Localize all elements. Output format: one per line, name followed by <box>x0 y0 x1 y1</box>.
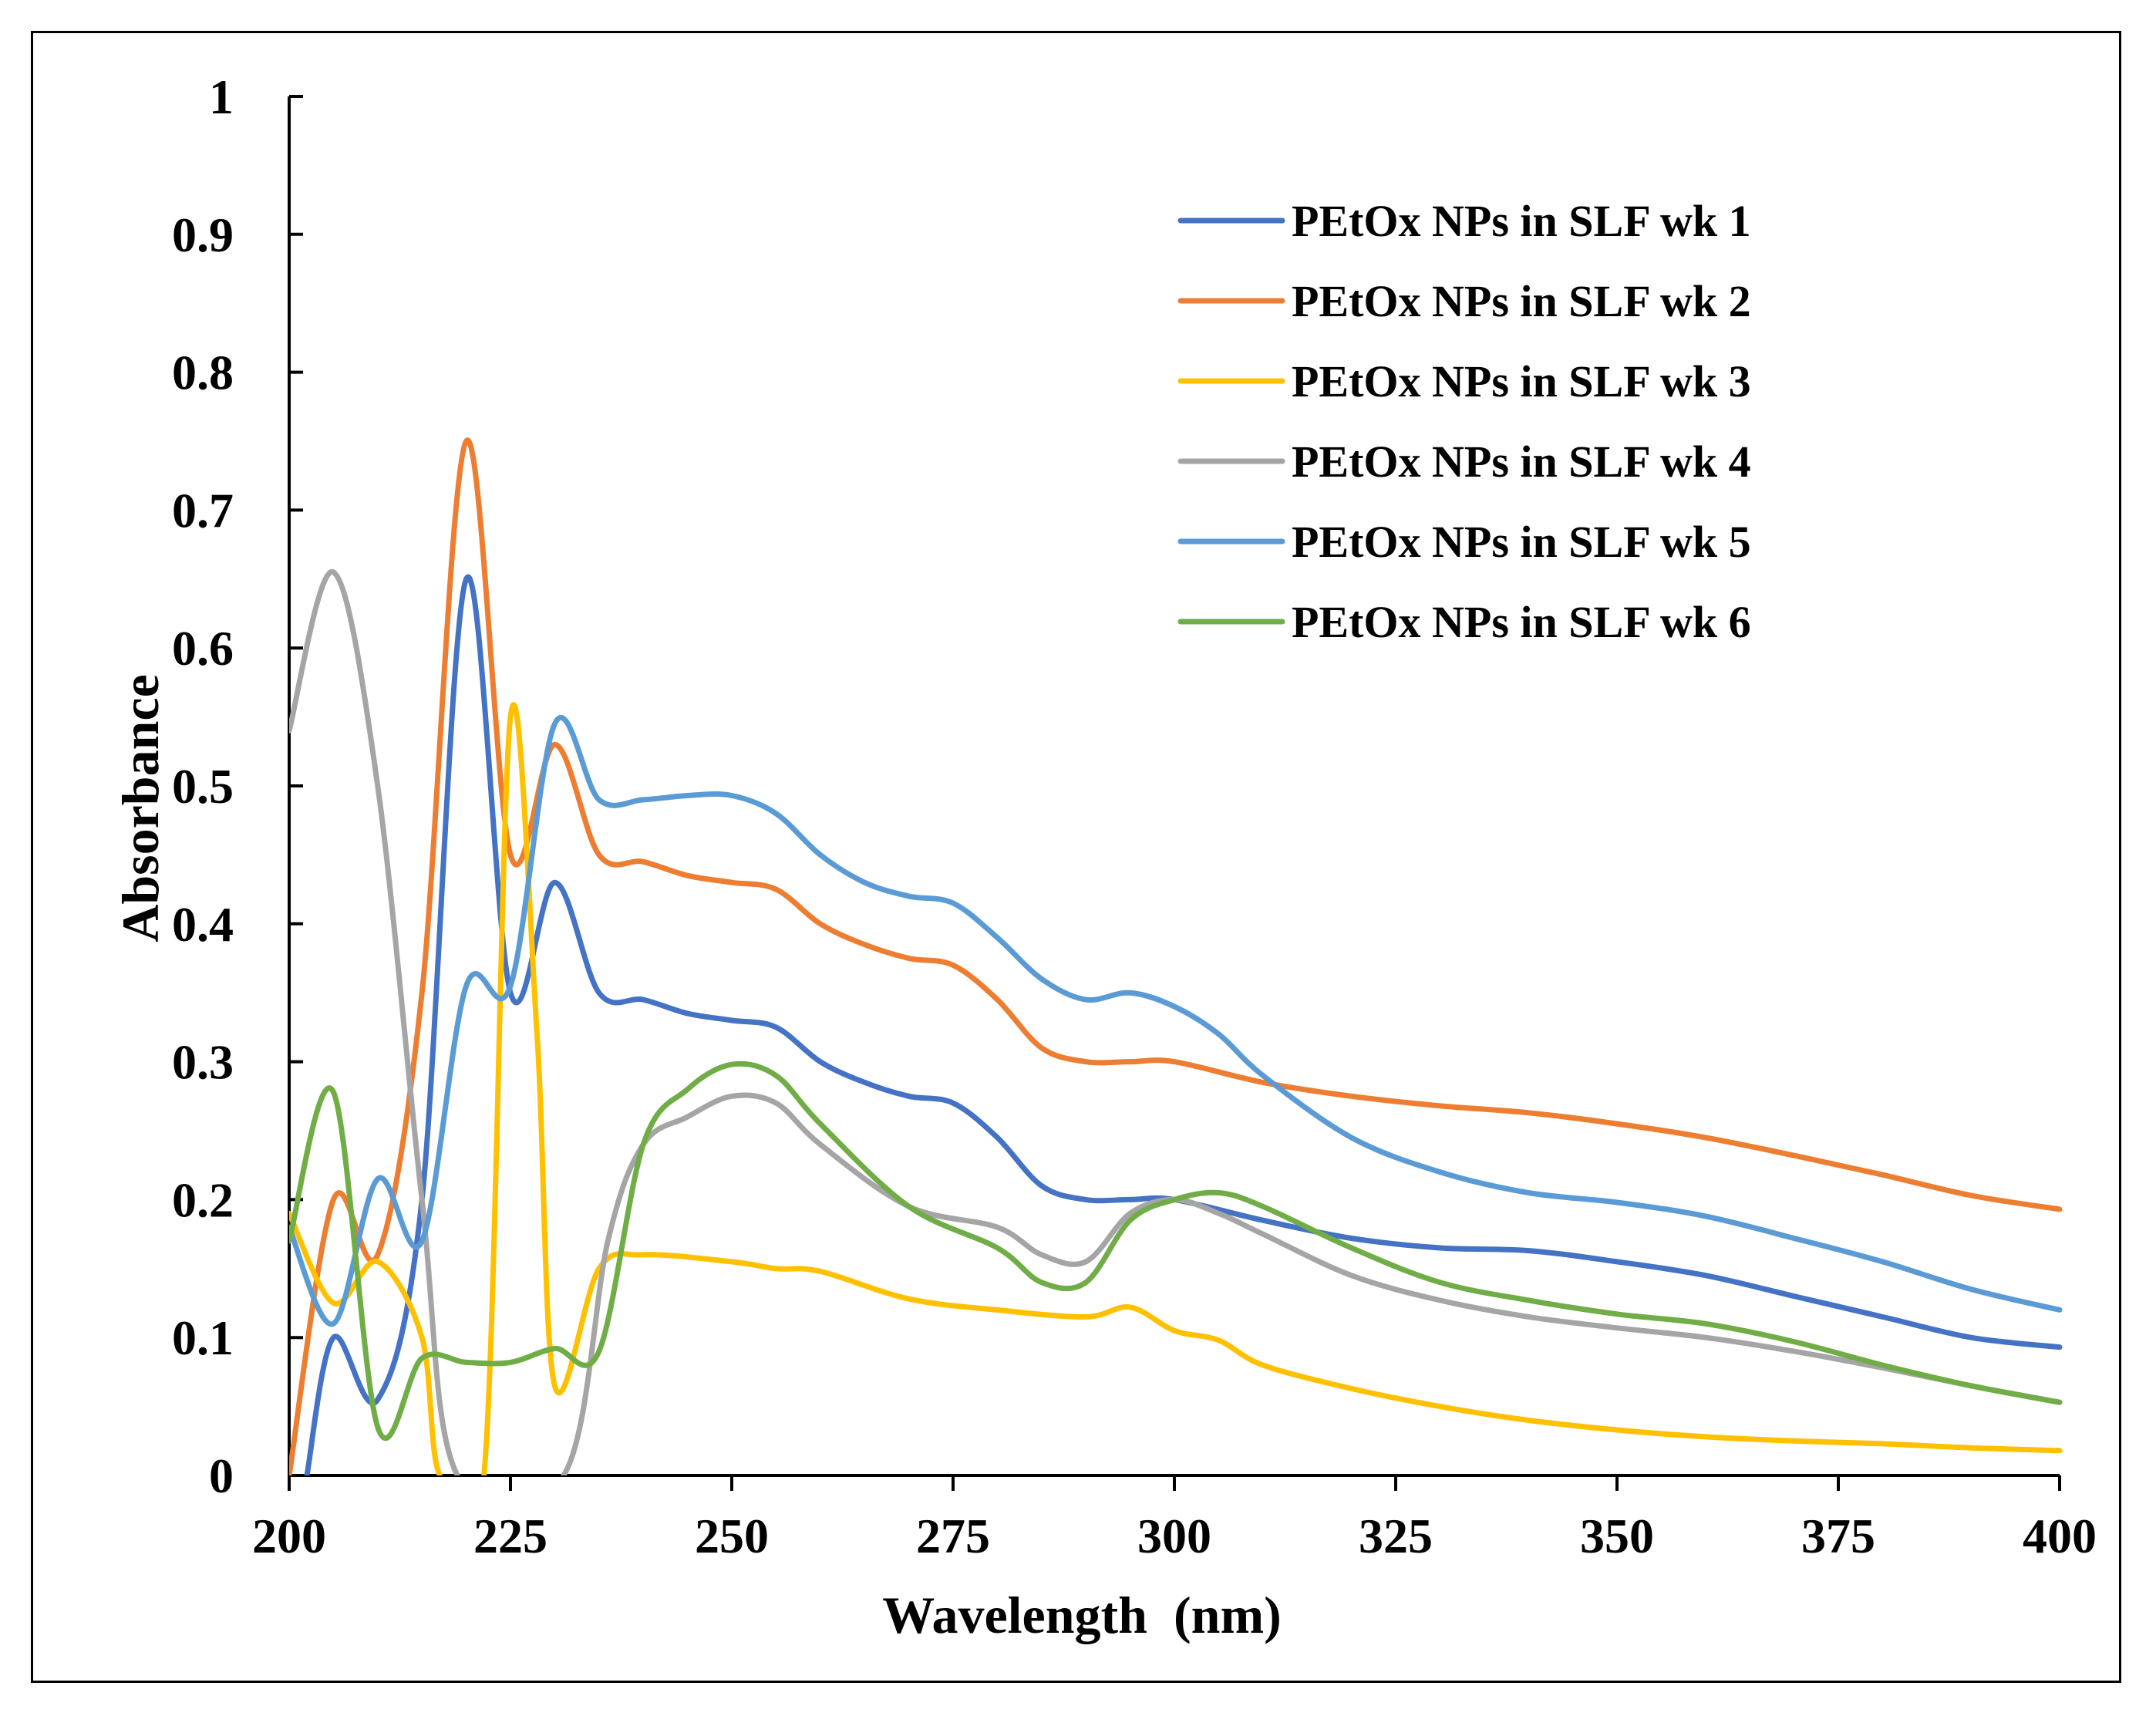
series-lines <box>289 437 2063 1475</box>
legend: PEtOx NPs in SLF wk 1 PEtOx NPs in SLF wk… <box>1177 196 1751 647</box>
y-tick-label: 0.1 <box>172 1310 234 1365</box>
x-tick-label: 350 <box>1580 1509 1654 1563</box>
x-tick-label: 325 <box>1359 1509 1433 1563</box>
legend-label-wk-4: PEtOx NPs in SLF wk 4 <box>1292 437 1751 487</box>
y-tick-label: 0.5 <box>172 759 234 814</box>
x-tick-label: 225 <box>473 1509 547 1563</box>
x-tick-label: 375 <box>1801 1509 1875 1563</box>
y-axis-title: Absorbance <box>111 674 170 942</box>
series-line-wk-5 <box>289 714 2063 1327</box>
x-tick-label: 250 <box>695 1509 769 1563</box>
series-line-wk-6 <box>289 1060 2063 1441</box>
series-line-wk-2 <box>289 437 2063 1475</box>
series-line-wk-4 <box>289 569 2063 1475</box>
absorbance-chart: 0 0.1 0.2 0.3 0.4 0.5 0.6 0.7 0.8 0.9 1 200 225 250 27… <box>111 69 2097 1644</box>
y-tick-label: 0 <box>209 1448 234 1503</box>
axes <box>288 95 2061 1491</box>
series-line-wk-1 <box>304 574 2063 1475</box>
x-tick-label: 300 <box>1137 1509 1211 1563</box>
x-tick-label: 200 <box>252 1509 326 1563</box>
x-axis-title: Wavelength (nm) <box>882 1586 1282 1644</box>
legend-label-wk-5: PEtOx NPs in SLF wk 5 <box>1292 517 1751 567</box>
legend-label-wk-1: PEtOx NPs in SLF wk 1 <box>1292 196 1751 246</box>
y-tick-label: 0.3 <box>172 1035 234 1090</box>
chart-frame: 0 0.1 0.2 0.3 0.4 0.5 0.6 0.7 0.8 0.9 1 200 225 250 27… <box>31 31 2121 1683</box>
y-tick-label: 0.6 <box>172 621 234 676</box>
legend-label-wk-2: PEtOx NPs in SLF wk 2 <box>1292 276 1751 326</box>
y-tick-label: 0.4 <box>172 897 234 952</box>
legend-label-wk-3: PEtOx NPs in SLF wk 3 <box>1292 356 1751 406</box>
y-tick-label: 0.7 <box>172 483 234 538</box>
y-tick-label: 0.8 <box>172 346 234 400</box>
x-tick-label: 275 <box>916 1509 990 1563</box>
y-tick-label: 1 <box>209 69 234 124</box>
tick-labels: 0 0.1 0.2 0.3 0.4 0.5 0.6 0.7 0.8 0.9 1 200 225 250 27… <box>172 69 2097 1563</box>
x-tick-label: 400 <box>2023 1509 2097 1563</box>
y-tick-label: 0.9 <box>172 207 234 262</box>
series-line-wk-3 <box>289 702 2063 1475</box>
legend-label-wk-6: PEtOx NPs in SLF wk 6 <box>1292 597 1751 647</box>
y-tick-label: 0.2 <box>172 1172 234 1227</box>
